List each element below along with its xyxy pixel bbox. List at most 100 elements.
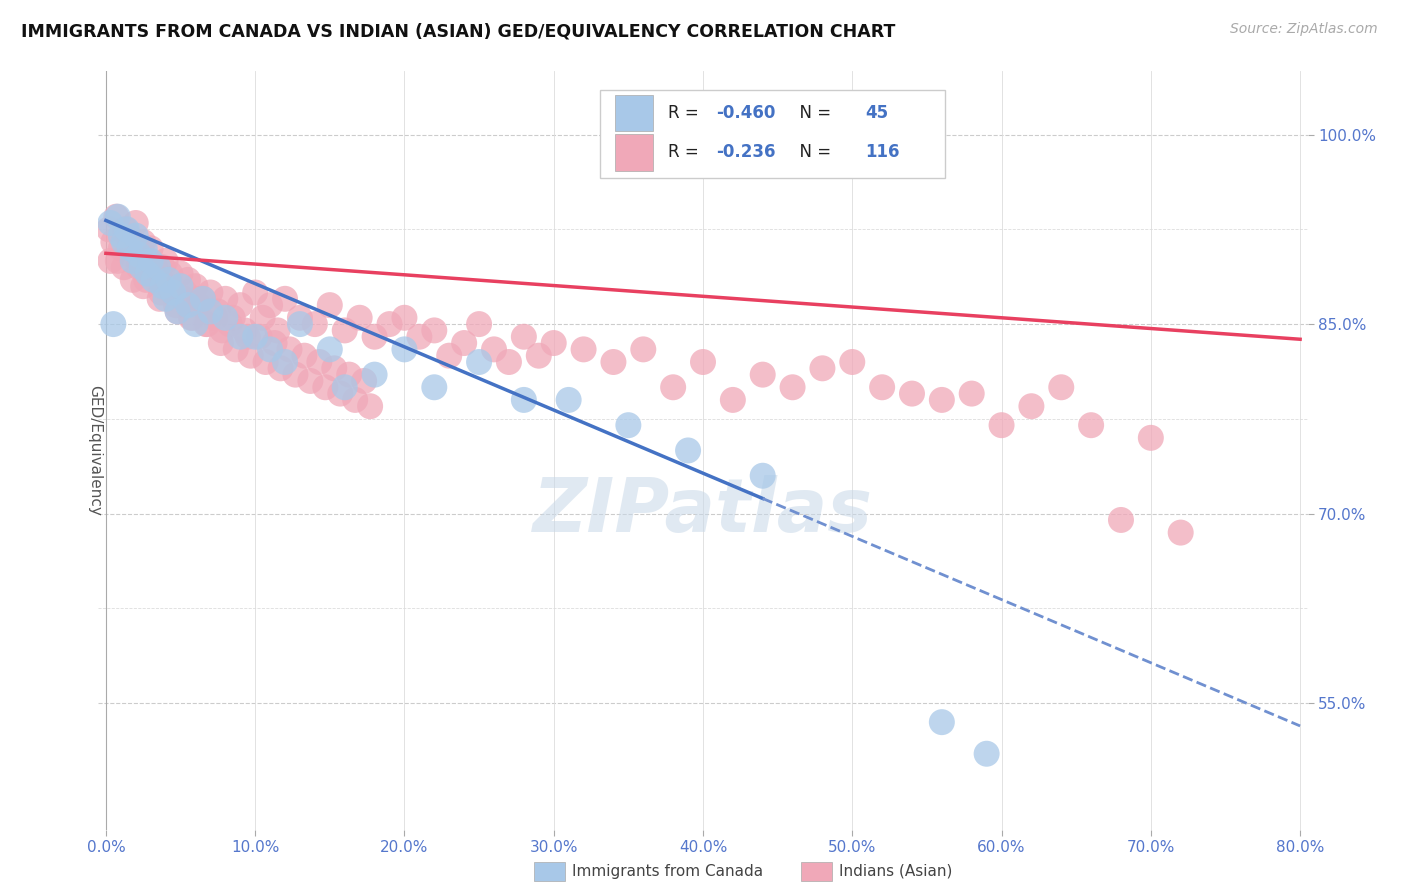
- Point: [194, 317, 217, 331]
- Point: [118, 241, 141, 255]
- Point: [527, 349, 550, 363]
- Point: [266, 323, 288, 337]
- Point: [633, 343, 655, 357]
- Point: [152, 260, 174, 275]
- Point: [103, 235, 125, 249]
- Point: [252, 310, 274, 325]
- Point: [270, 361, 292, 376]
- Point: [97, 222, 120, 236]
- Point: [143, 260, 166, 275]
- Point: [408, 330, 430, 344]
- Point: [214, 310, 236, 325]
- Point: [169, 279, 191, 293]
- Point: [121, 253, 143, 268]
- Point: [243, 330, 266, 344]
- Point: [721, 392, 744, 407]
- Point: [174, 285, 197, 300]
- Point: [239, 349, 262, 363]
- Text: -0.236: -0.236: [716, 144, 776, 161]
- Point: [243, 285, 266, 300]
- Point: [98, 253, 121, 268]
- Point: [110, 241, 132, 255]
- Point: [1170, 525, 1192, 540]
- Point: [125, 216, 148, 230]
- Point: [115, 222, 138, 236]
- Point: [131, 260, 153, 275]
- Point: [155, 253, 177, 268]
- Text: Source: ZipAtlas.com: Source: ZipAtlas.com: [1230, 22, 1378, 37]
- Point: [229, 298, 252, 312]
- Point: [225, 343, 247, 357]
- Point: [121, 273, 143, 287]
- Point: [1021, 399, 1043, 413]
- Point: [692, 355, 714, 369]
- Point: [177, 298, 200, 312]
- Point: [110, 228, 132, 243]
- Point: [129, 241, 152, 255]
- Point: [184, 317, 207, 331]
- Point: [150, 285, 173, 300]
- Point: [960, 386, 983, 401]
- Point: [254, 355, 277, 369]
- Point: [284, 368, 307, 382]
- Point: [751, 368, 773, 382]
- Point: [319, 343, 342, 357]
- Point: [204, 310, 226, 325]
- Point: [98, 216, 121, 230]
- Text: Immigrants from Canada: Immigrants from Canada: [572, 864, 763, 879]
- Point: [1140, 431, 1163, 445]
- Point: [188, 292, 211, 306]
- Point: [249, 330, 271, 344]
- Point: [128, 247, 150, 261]
- Point: [166, 304, 188, 318]
- Point: [191, 292, 214, 306]
- Point: [166, 304, 188, 318]
- Point: [222, 310, 245, 325]
- Point: [602, 355, 624, 369]
- Point: [211, 323, 233, 337]
- Point: [453, 336, 475, 351]
- Point: [662, 380, 685, 394]
- Point: [976, 747, 998, 761]
- Point: [304, 317, 326, 331]
- Point: [274, 292, 297, 306]
- Point: [363, 330, 385, 344]
- Point: [359, 399, 381, 413]
- Point: [136, 253, 159, 268]
- Point: [901, 386, 924, 401]
- Point: [145, 273, 167, 287]
- Point: [751, 468, 773, 483]
- Point: [931, 392, 953, 407]
- Point: [1050, 380, 1073, 394]
- Point: [274, 355, 297, 369]
- Point: [394, 343, 416, 357]
- Point: [572, 343, 595, 357]
- Point: [259, 298, 281, 312]
- Point: [314, 380, 336, 394]
- Point: [173, 292, 195, 306]
- Point: [236, 330, 259, 344]
- Text: R =: R =: [668, 104, 704, 122]
- Point: [162, 285, 184, 300]
- Point: [135, 273, 157, 287]
- Point: [165, 298, 187, 312]
- Point: [107, 253, 129, 268]
- Point: [105, 210, 128, 224]
- Point: [394, 310, 416, 325]
- Point: [132, 235, 155, 249]
- Point: [184, 279, 207, 293]
- Point: [120, 247, 142, 261]
- Point: [209, 336, 232, 351]
- Point: [543, 336, 565, 351]
- Point: [378, 317, 401, 331]
- Point: [162, 285, 184, 300]
- Point: [200, 304, 222, 318]
- Point: [180, 310, 202, 325]
- FancyBboxPatch shape: [614, 135, 654, 170]
- Point: [263, 336, 285, 351]
- Point: [468, 317, 491, 331]
- Text: Indians (Asian): Indians (Asian): [839, 864, 953, 879]
- Point: [125, 228, 148, 243]
- Point: [319, 298, 342, 312]
- Point: [139, 253, 162, 268]
